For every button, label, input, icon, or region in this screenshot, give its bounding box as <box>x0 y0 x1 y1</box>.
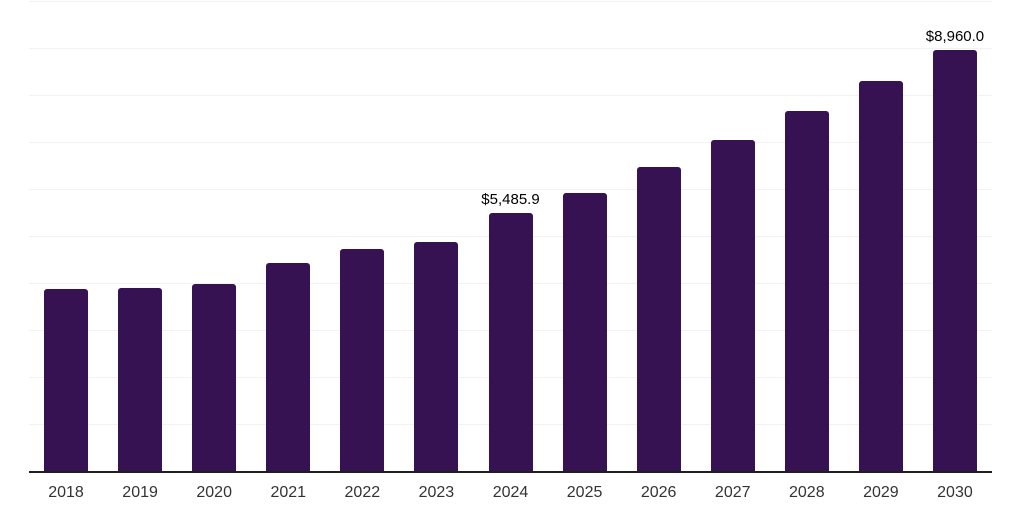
x-tick-2024: 2024 <box>492 484 529 501</box>
bar-2028 <box>784 110 829 471</box>
x-tick-2029: 2029 <box>863 484 899 501</box>
gridline-10000 <box>29 1 992 2</box>
gridline-7000 <box>29 142 992 143</box>
bar-2018 <box>44 289 89 471</box>
x-tick-2025: 2025 <box>566 484 603 501</box>
gridline-9000 <box>29 48 992 49</box>
data-label-2030: $8,960.0 <box>925 27 985 45</box>
bar-2030 <box>932 49 977 471</box>
bar-2022 <box>340 249 385 471</box>
x-tick-2023: 2023 <box>418 484 455 501</box>
bar-2020 <box>192 283 237 471</box>
gridline-6000 <box>29 189 992 190</box>
bar-2024 <box>488 213 533 471</box>
bar-2019 <box>118 287 163 471</box>
bar-2029 <box>858 80 903 471</box>
x-tick-2027: 2027 <box>714 484 751 501</box>
x-tick-2028: 2028 <box>789 484 825 501</box>
bar-2027 <box>710 140 755 471</box>
gridline-8000 <box>29 95 992 96</box>
bar-2026 <box>636 166 681 471</box>
plot-area: $5,485.9 $8,960.0 <box>29 1 992 473</box>
x-tick-2020: 2020 <box>196 484 232 501</box>
bar-2021 <box>266 263 311 471</box>
x-tick-2022: 2022 <box>344 484 381 501</box>
x-tick-2026: 2026 <box>640 484 677 501</box>
data-label-2024: $5,485.9 <box>481 191 540 209</box>
x-tick-2018: 2018 <box>48 484 84 501</box>
x-axis-labels: 2018 2019 2020 2021 2022 2023 2024 2025 2026 2027… <box>29 484 992 508</box>
x-tick-2019: 2019 <box>122 484 158 501</box>
bar-2025 <box>562 193 607 471</box>
x-tick-2030: 2030 <box>937 484 973 501</box>
x-tick-2021: 2021 <box>270 484 307 501</box>
bar-2023 <box>414 241 459 471</box>
